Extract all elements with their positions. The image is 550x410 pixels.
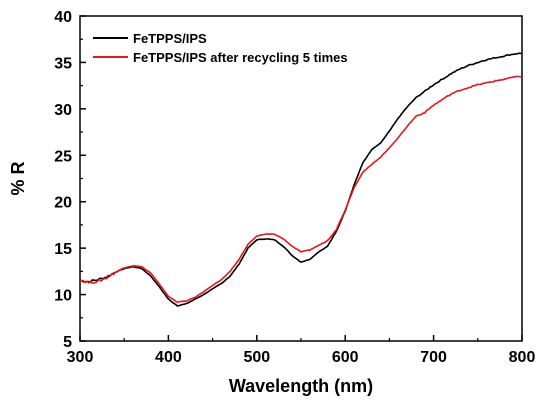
- series-line-2: [79, 75, 522, 304]
- y-tick-label: 5: [63, 334, 72, 351]
- legend-label-1: FeTPPS/IPS: [133, 31, 207, 46]
- y-tick-label: 20: [54, 195, 72, 212]
- x-tick-label: 800: [509, 349, 536, 366]
- y-axis: 5 10 15 20 25 30 35 40: [54, 9, 86, 351]
- x-tick-label: 500: [243, 349, 270, 366]
- x-tick-label: 400: [155, 349, 182, 366]
- x-axis: 300 400 500 600 700 800: [67, 335, 536, 366]
- y-tick-label: 15: [54, 241, 72, 258]
- series-layer: [79, 52, 523, 307]
- x-axis-title: Wavelength (nm): [229, 376, 373, 396]
- plot-area: 300 400 500 600 700 800 5 10 15 20 25 30 35 40: [54, 9, 535, 366]
- y-tick-label: 35: [54, 55, 72, 72]
- y-tick-label: 40: [54, 9, 72, 26]
- legend-label-2: FeTPPS/IPS after recycling 5 times: [133, 50, 348, 65]
- y-tick-label: 10: [54, 288, 72, 305]
- x-tick-label: 600: [332, 349, 359, 366]
- x-tick-label: 700: [420, 349, 447, 366]
- y-axis-title: % R: [8, 161, 28, 195]
- legend: FeTPPS/IPS FeTPPS/IPS after recycling 5 t…: [93, 31, 348, 65]
- y-tick-label: 25: [54, 148, 72, 165]
- x-tick-label: 300: [67, 349, 94, 366]
- series-line-1: [80, 52, 523, 307]
- y-tick-label: 30: [54, 102, 72, 119]
